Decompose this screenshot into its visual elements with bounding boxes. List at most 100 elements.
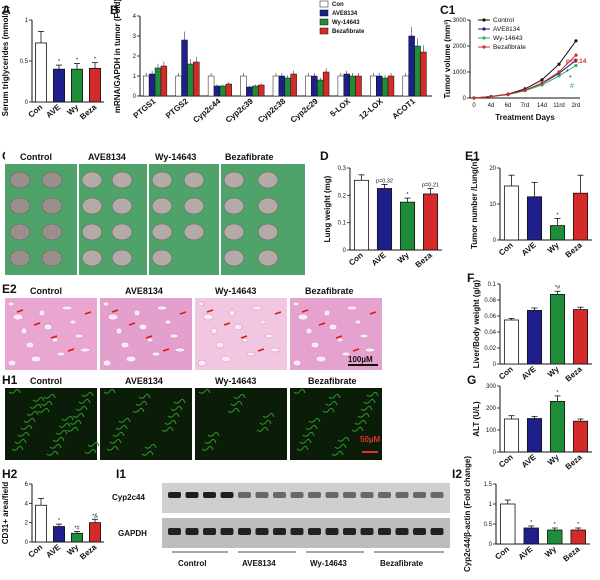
vessel-signal [11,445,24,451]
alveolar-space [30,355,42,363]
vessel-signal [351,426,364,432]
data-point [557,74,561,78]
y-tick-label: 3 [133,34,137,40]
bar [376,75,383,97]
vessel-signal [322,407,335,413]
red-arrow [223,322,231,326]
tumor-specimen [111,249,133,267]
bar [89,522,101,543]
y-tick-label: 0 [493,362,497,368]
legend-swatch [319,18,329,26]
vessel-signal [118,417,131,423]
alveolar-space [292,359,302,367]
bar [89,67,101,103]
y-axis-title: Tumor number /Lung(n) [470,159,479,249]
category-label: Cyp2c29 [289,96,320,124]
bar [549,400,566,453]
tumor-specimen [111,223,133,241]
category-label: Con [497,453,515,470]
alveolar-space [102,359,112,367]
cd31-label-ave: AVE8134 [125,376,163,386]
red-arrow [111,309,119,313]
bar [503,185,520,241]
alveolar-space [7,301,15,307]
y-tick-label: 0 [25,100,29,106]
y-tick-label: 0.5 [20,59,29,65]
vessel-signal [357,412,370,418]
bar [337,75,345,97]
tumor-specimen [9,171,31,189]
bar [71,68,83,103]
bar [317,79,324,97]
data-point [574,58,578,62]
panel-label-e1: E1 [465,149,480,163]
alveolar-space [169,333,179,339]
blot-band-gapdh [325,528,339,535]
vessel-signal [69,419,82,425]
blot-band-cyp2c44 [430,492,444,498]
vessel-signal [305,424,318,430]
alveolar-space [323,309,331,317]
panel-label-b: B [110,3,119,17]
panel-label-a: A [2,3,11,17]
legend-label: Con [332,2,344,8]
blot-band-cyp2c44 [308,492,321,498]
alveolar-space [79,347,91,353]
red-arrow [84,311,92,315]
red-arrow [257,348,265,352]
vessel-signal [43,393,56,399]
vessel-signal [144,443,157,449]
cd31-scale-bar-label: 50µM [360,435,381,444]
vessel-signal [230,400,243,406]
vessel-signal [170,405,183,411]
significance-label: * [556,212,559,218]
significance-label: # [570,83,574,90]
alveolar-space [346,305,358,311]
category-label: Wy [546,452,561,467]
blot-band-cyp2c44 [378,492,391,498]
cd31-label-wy: Wy-14643 [215,376,256,386]
bar [71,532,83,543]
category-label: Con [27,103,45,120]
cd31-label-control: Control [30,376,62,386]
y-axis-title: Liver/Body weight (g/g) [472,279,481,368]
category-label: AVE [520,452,538,470]
panel-label-h1: H1 [2,373,18,387]
bar [572,420,589,453]
blot-label-gapdh: GAPDH [118,529,147,538]
red-arrow [16,309,24,313]
y-tick-label: 0 [493,450,497,456]
alveolar-space [25,341,35,349]
vessel-signal [46,450,59,456]
y-tick-label: 300 [486,384,497,390]
bar [272,75,280,97]
bar [154,67,162,97]
bar [160,65,168,97]
alveolar-space [12,313,24,321]
vessel-signal [75,405,88,411]
bar [252,85,259,97]
vessel-signal [8,388,21,394]
vessel-signal [32,396,45,402]
bar [219,85,227,97]
bar [187,63,194,97]
alveolar-space [328,323,338,331]
vessel-signal [259,419,272,425]
category-label: Con [493,545,511,562]
red-arrow [145,335,153,339]
legend-label: Control [493,17,515,24]
vessel-signal [328,393,341,399]
category-label: Beza [564,452,585,471]
tumor-specimen [257,249,279,267]
alveolar-space [246,351,256,357]
legend-swatch [319,27,329,35]
y-tick-label: 0.04 [484,330,496,336]
category-label: Cyp2c39 [224,96,255,124]
x-tick-label: 0 [472,103,476,109]
category-label: ACOT1 [390,96,417,121]
vessel-signal [81,391,94,397]
legend-swatch [319,9,329,17]
bar [547,529,563,545]
blot-band-gapdh [255,528,269,535]
bar [258,84,265,97]
